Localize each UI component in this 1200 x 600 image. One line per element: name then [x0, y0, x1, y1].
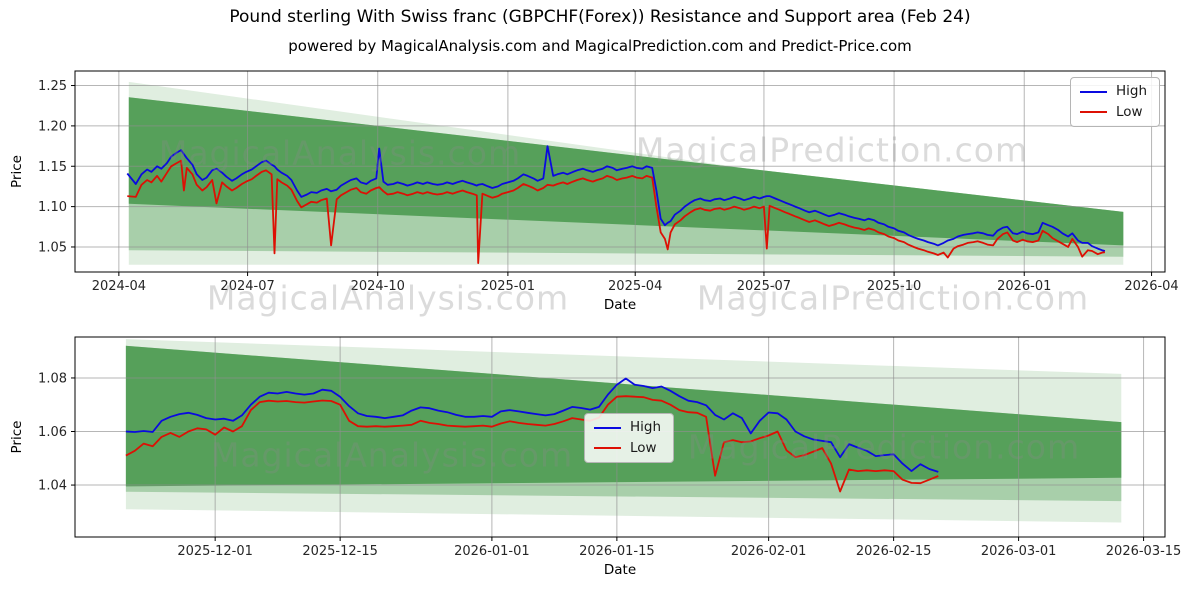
high-line-swatch [1079, 90, 1107, 93]
low-line-swatch [594, 447, 621, 450]
svg-text:2026-01-01: 2026-01-01 [454, 544, 530, 559]
high-line-swatch [594, 426, 621, 429]
svg-text:1.05: 1.05 [38, 240, 67, 255]
legend-top-chart: High Low [1069, 77, 1160, 127]
svg-text:2026-03-01: 2026-03-01 [981, 544, 1057, 559]
svg-text:2026-01: 2026-01 [997, 279, 1051, 294]
legend-item-low: Low [594, 439, 661, 456]
legend-label-high: High [630, 419, 662, 435]
figure-title: Pound sterling With Swiss franc (GBPCHF(… [229, 7, 971, 27]
svg-text:Price: Price [9, 421, 25, 454]
svg-text:2026-02-15: 2026-02-15 [856, 544, 932, 559]
svg-text:1.25: 1.25 [38, 79, 67, 94]
figure-subtitle: powered by MagicalAnalysis.com and Magic… [288, 37, 912, 55]
svg-text:2025-07: 2025-07 [737, 279, 791, 294]
svg-text:2026-04: 2026-04 [1124, 279, 1178, 294]
svg-text:1.10: 1.10 [38, 200, 67, 215]
svg-text:2024-10: 2024-10 [351, 279, 405, 294]
svg-text:2026-02-01: 2026-02-01 [731, 544, 807, 559]
svg-text:2025-04: 2025-04 [608, 279, 662, 294]
svg-text:2026-01-15: 2026-01-15 [579, 544, 655, 559]
svg-text:2025-01: 2025-01 [481, 279, 535, 294]
svg-text:2026-03-15: 2026-03-15 [1106, 544, 1182, 559]
svg-text:2025-12-01: 2025-12-01 [177, 544, 253, 559]
legend-item-low: Low [1079, 103, 1147, 120]
legend-bottom-chart: High Low [584, 413, 675, 463]
svg-text:Date: Date [604, 297, 636, 313]
svg-text:1.20: 1.20 [38, 119, 67, 134]
legend-item-high: High [594, 419, 662, 435]
chart-top: 2024-04 2024-07 2024-10 2025-01 2025-04 2025-… [9, 70, 1179, 313]
legend-label-low: Low [1115, 103, 1143, 120]
svg-text:1.04: 1.04 [38, 479, 67, 494]
svg-text:1.08: 1.08 [38, 371, 67, 386]
legend-item-high: High [1079, 83, 1147, 99]
svg-text:2024-07: 2024-07 [220, 279, 274, 294]
svg-text:2025-12-15: 2025-12-15 [302, 544, 378, 559]
svg-text:Price: Price [9, 155, 25, 188]
svg-text:2025-10: 2025-10 [867, 279, 921, 294]
svg-text:1.06: 1.06 [38, 425, 67, 440]
low-line-swatch [1079, 111, 1107, 114]
legend-label-low: Low [630, 439, 657, 456]
svg-text:Date: Date [604, 562, 636, 578]
svg-text:1.15: 1.15 [38, 160, 67, 175]
legend-label-high: High [1115, 83, 1147, 99]
svg-text:2024-04: 2024-04 [92, 279, 146, 294]
